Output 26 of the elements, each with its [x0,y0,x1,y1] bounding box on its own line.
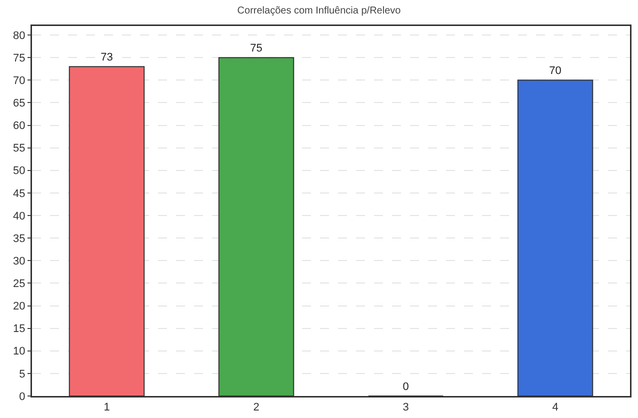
data-label: 73 [100,52,113,64]
data-label: 75 [250,42,262,55]
x-tick-label: 3 [402,402,409,414]
y-tick-label: 20 [13,300,26,313]
x-tick-label: 1 [104,402,110,414]
y-tick-label: 65 [13,98,26,110]
y-tick-label: 80 [13,30,26,42]
chart-title: Correlações com Influência p/Relevo [237,5,402,16]
x-tick-label: 2 [253,402,260,414]
y-tick-label: 35 [13,232,26,245]
data-label: 0 [402,381,409,393]
y-tick-label: 70 [13,75,26,87]
y-tick-label: 15 [13,323,26,336]
y-tick-label: 55 [13,142,26,155]
y-tick-label: 75 [13,52,26,64]
y-tick-label: 50 [13,165,26,178]
y-tick-label: 10 [13,346,26,358]
x-tick-label: 4 [552,402,558,414]
data-label: 70 [549,65,562,78]
y-tick-label: 25 [13,278,26,290]
y-tick-label: 5 [19,368,26,380]
y-tick-label: 60 [13,120,26,132]
y-tick-label: 45 [13,188,26,200]
y-tick-label: 40 [13,210,26,222]
y-tick-label: 0 [19,390,26,403]
y-tick-label: 30 [13,255,26,268]
